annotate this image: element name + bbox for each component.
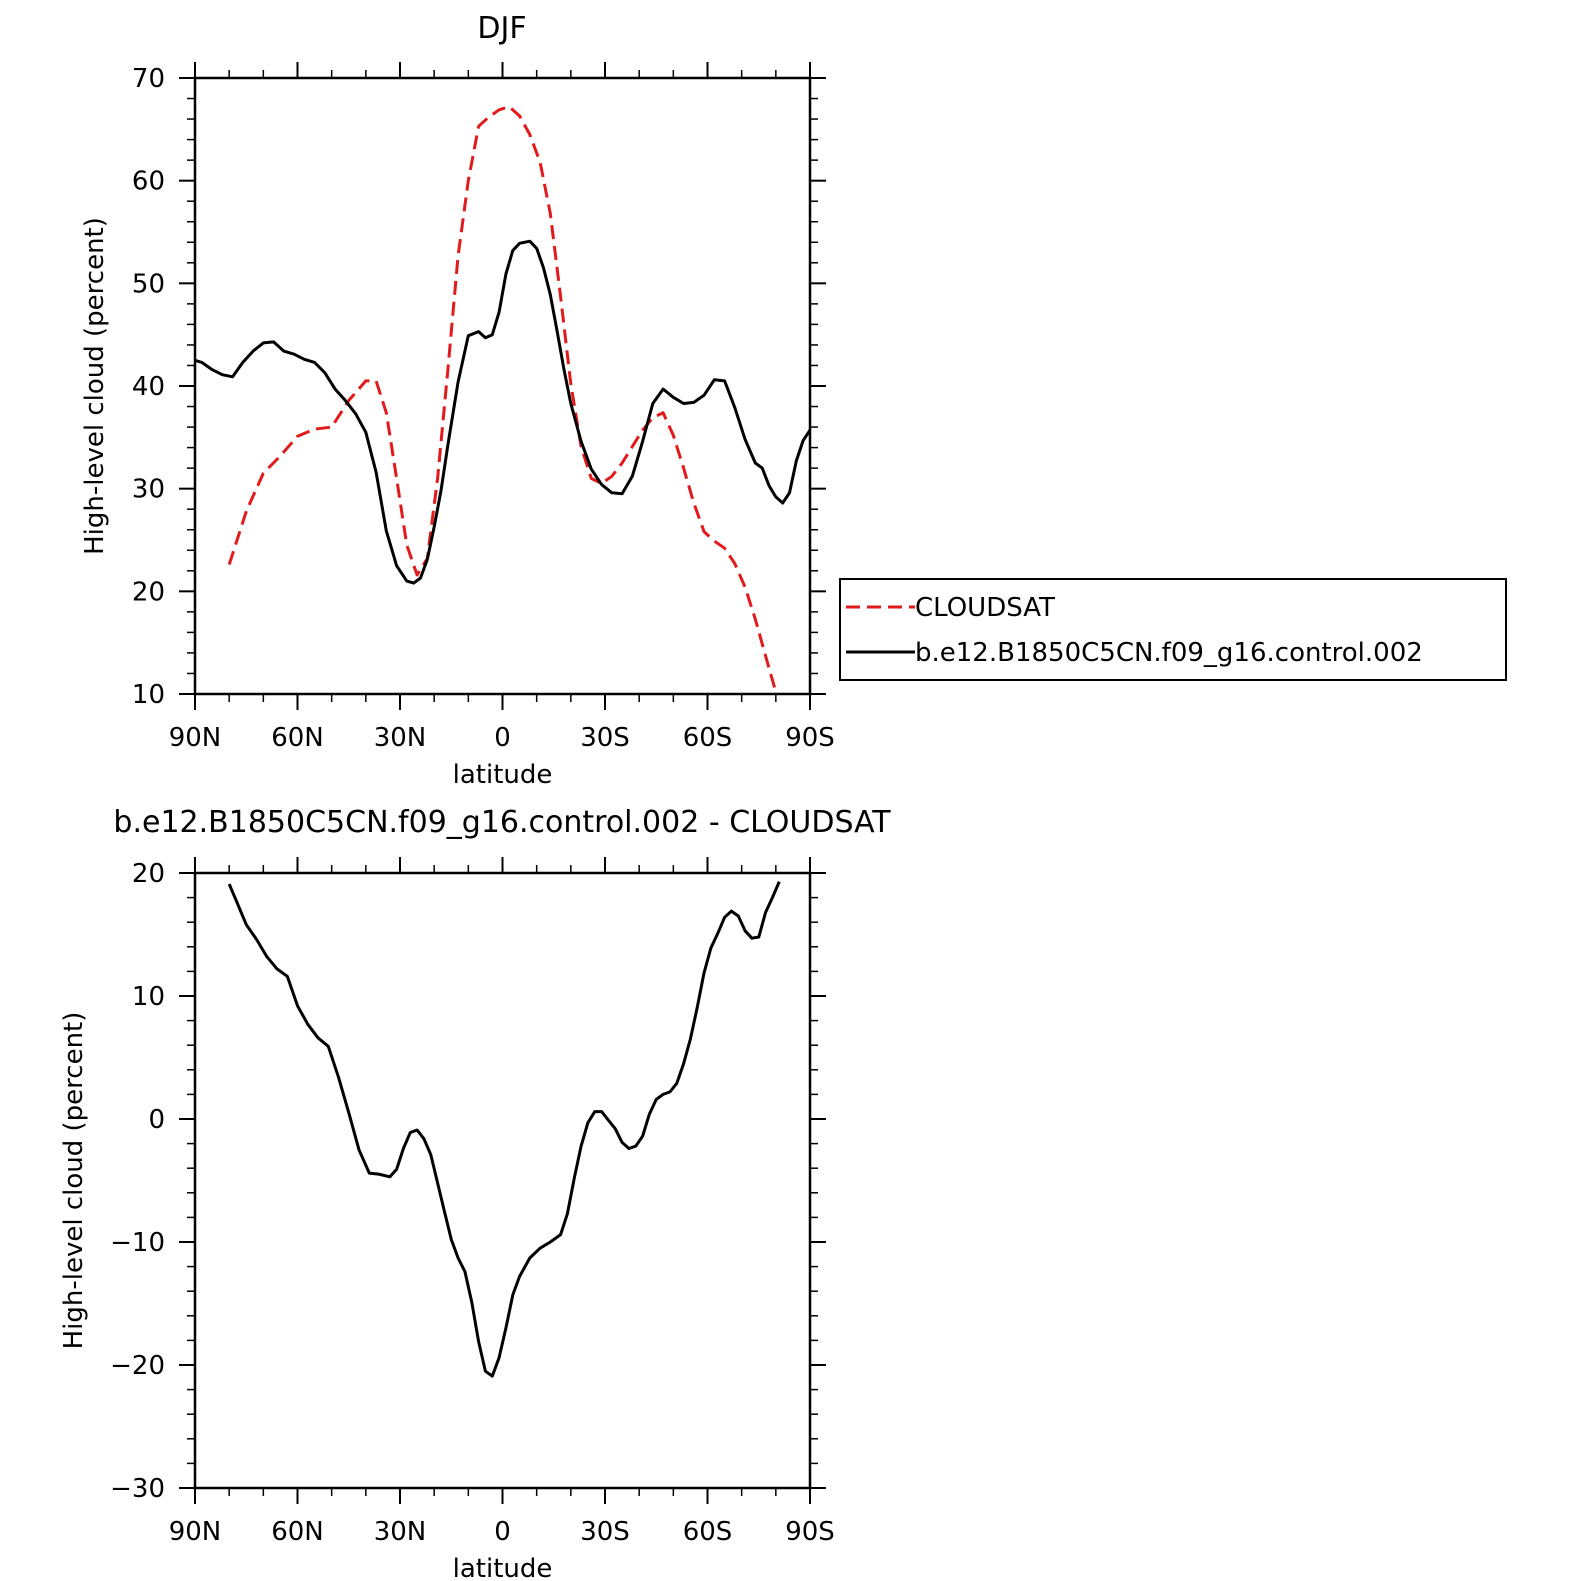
y-tick-label: 70 xyxy=(132,64,165,94)
y-tick-label: 10 xyxy=(132,982,165,1012)
bottom-panel: b.e12.B1850C5CN.f09_g16.control.002 - CL… xyxy=(59,805,891,1581)
chart-title-djf: DJF xyxy=(477,11,526,46)
x-axis-label: latitude xyxy=(453,1554,553,1581)
y-tick-label: 30 xyxy=(132,475,165,505)
y-tick-label: 50 xyxy=(132,269,165,299)
series-line-model xyxy=(195,239,810,585)
legend-label-cloudsat: CLOUDSAT xyxy=(915,593,1055,623)
x-tick-label: 30N xyxy=(374,723,427,753)
y-tick-label: −30 xyxy=(110,1474,165,1504)
x-tick-label: 60S xyxy=(683,723,733,753)
y-tick-label: −10 xyxy=(110,1228,165,1258)
y-tick-label: −20 xyxy=(110,1351,165,1381)
y-tick-label: 20 xyxy=(132,859,165,889)
axis-ticks: 90N 60N 30N 0 30S 60S 90S −30 −20 −10 0 10 20 xyxy=(110,857,835,1547)
x-tick-label: 60S xyxy=(683,1517,733,1547)
x-tick-label: 0 xyxy=(494,1517,511,1547)
plot-frame xyxy=(193,871,812,1490)
series-line-cloudsat xyxy=(227,105,780,694)
legend: CLOUDSAT b.e12.B1850C5CN.f09_g16.control… xyxy=(839,578,1507,681)
legend-box xyxy=(839,578,1507,681)
x-tick-label: 90N xyxy=(169,1517,222,1547)
x-tick-label: 90S xyxy=(785,723,835,753)
x-tick-label: 90N xyxy=(169,723,222,753)
x-tick-label: 0 xyxy=(494,723,511,753)
y-tick-label: 40 xyxy=(132,372,165,402)
y-axis-label: High-level cloud (percent) xyxy=(59,1012,89,1350)
chart-title-difference: b.e12.B1850C5CN.f09_g16.control.002 - CL… xyxy=(113,805,891,840)
x-tick-label: 60N xyxy=(271,723,324,753)
series-lines xyxy=(195,105,810,694)
series-line-difference xyxy=(227,881,781,1378)
y-tick-label: 60 xyxy=(132,167,165,197)
y-tick-label: 10 xyxy=(132,680,165,710)
series-lines xyxy=(227,881,781,1378)
y-tick-label: 20 xyxy=(132,577,165,607)
x-tick-label: 90S xyxy=(785,1517,835,1547)
x-axis-label: latitude xyxy=(453,760,553,790)
top-panel: DJF latitude High-level cloud (percent) … xyxy=(80,11,835,790)
y-tick-label: 0 xyxy=(148,1105,165,1135)
y-axis-label: High-level cloud (percent) xyxy=(80,217,110,555)
x-tick-label: 30N xyxy=(374,1517,427,1547)
x-tick-label: 30S xyxy=(580,1517,630,1547)
x-tick-label: 30S xyxy=(580,723,630,753)
x-tick-label: 60N xyxy=(271,1517,324,1547)
axis-ticks: 90N 60N 30N 0 30S 60S 90S 10 20 30 40 50 60 70 xyxy=(132,62,835,753)
plot-frame xyxy=(193,76,812,696)
legend-label-model: b.e12.B1850C5CN.f09_g16.control.002 xyxy=(915,638,1423,668)
